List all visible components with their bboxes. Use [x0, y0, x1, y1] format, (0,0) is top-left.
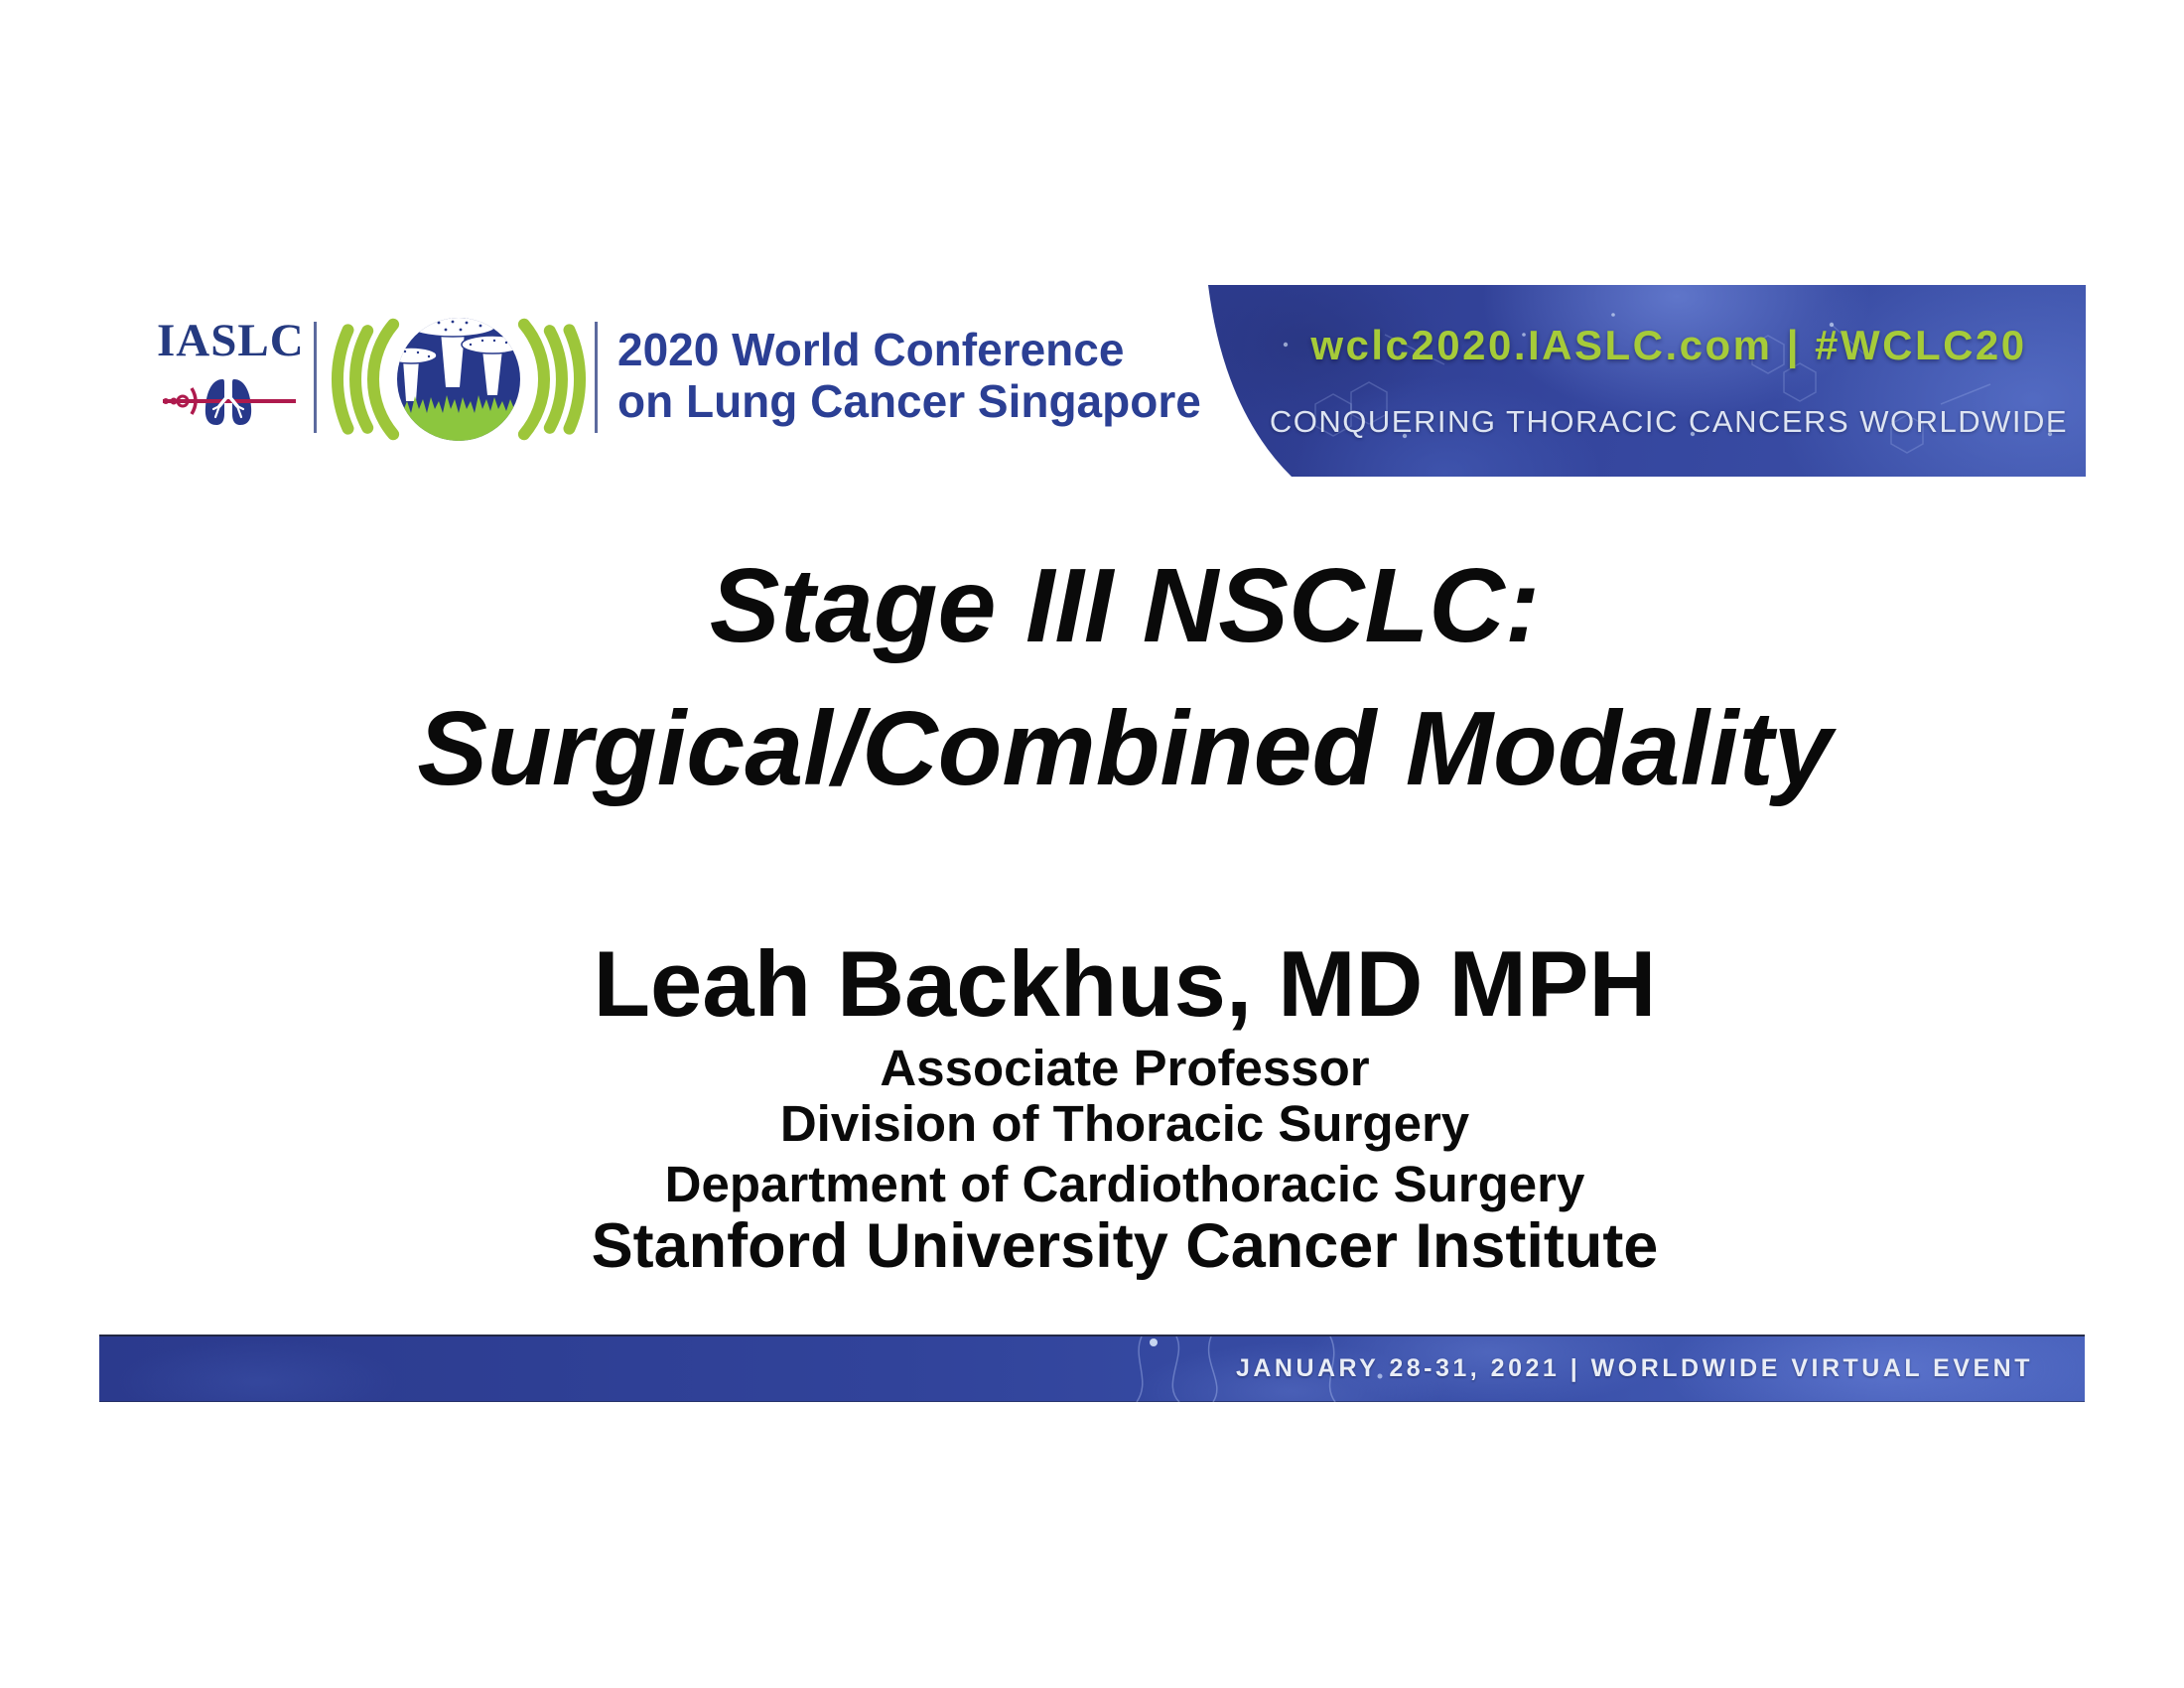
iaslc-wordmark: IASLC	[157, 315, 305, 366]
speaker-institution: Stanford University Cancer Institute	[591, 1211, 1659, 1281]
iaslc-lung-sword-icon	[163, 369, 296, 425]
speaker-role: Associate Professor	[880, 1040, 1370, 1096]
slide-title-line1: Stage III NSCLC:	[709, 547, 1541, 664]
logo-divider-left	[314, 322, 317, 433]
banner-tagline: CONQUERING THORACIC CANCERS WORLDWIDE	[1269, 404, 2069, 439]
wclc-supertrees-globe-icon	[331, 318, 587, 441]
footer-banner: JANUARY 28-31, 2021 | WORLDWIDE VIRTUAL …	[99, 1335, 2085, 1402]
banner-url-line: wclc2020.IASLC.com | #WCLC20	[1310, 322, 2027, 368]
slide-title-line2: Surgical/Combined Modality	[417, 690, 1833, 807]
iaslc-logo: IASLC	[157, 315, 305, 433]
conference-title-line1: 2020 World Conference	[617, 324, 1125, 375]
speaker-division: Division of Thoracic Surgery	[779, 1095, 1470, 1152]
speaker-department: Department of Cardiothoracic Surgery	[664, 1156, 1585, 1212]
conference-title-line2: on Lung Cancer Singapore	[617, 375, 1201, 427]
logo-divider-right	[595, 322, 598, 433]
conference-title: 2020 World Conference on Lung Cancer Sin…	[617, 324, 1213, 427]
speaker-name: Leah Backhus, MD MPH	[593, 931, 1657, 1036]
hex-network-pattern	[1196, 285, 2086, 477]
footer-curve-lines	[1136, 1336, 1383, 1402]
footer-event-info: JANUARY 28-31, 2021 | WORLDWIDE VIRTUAL …	[1235, 1354, 2033, 1382]
wclc-banner: wclc2020.IASLC.com | #WCLC20 CONQUERING …	[1196, 285, 2086, 477]
